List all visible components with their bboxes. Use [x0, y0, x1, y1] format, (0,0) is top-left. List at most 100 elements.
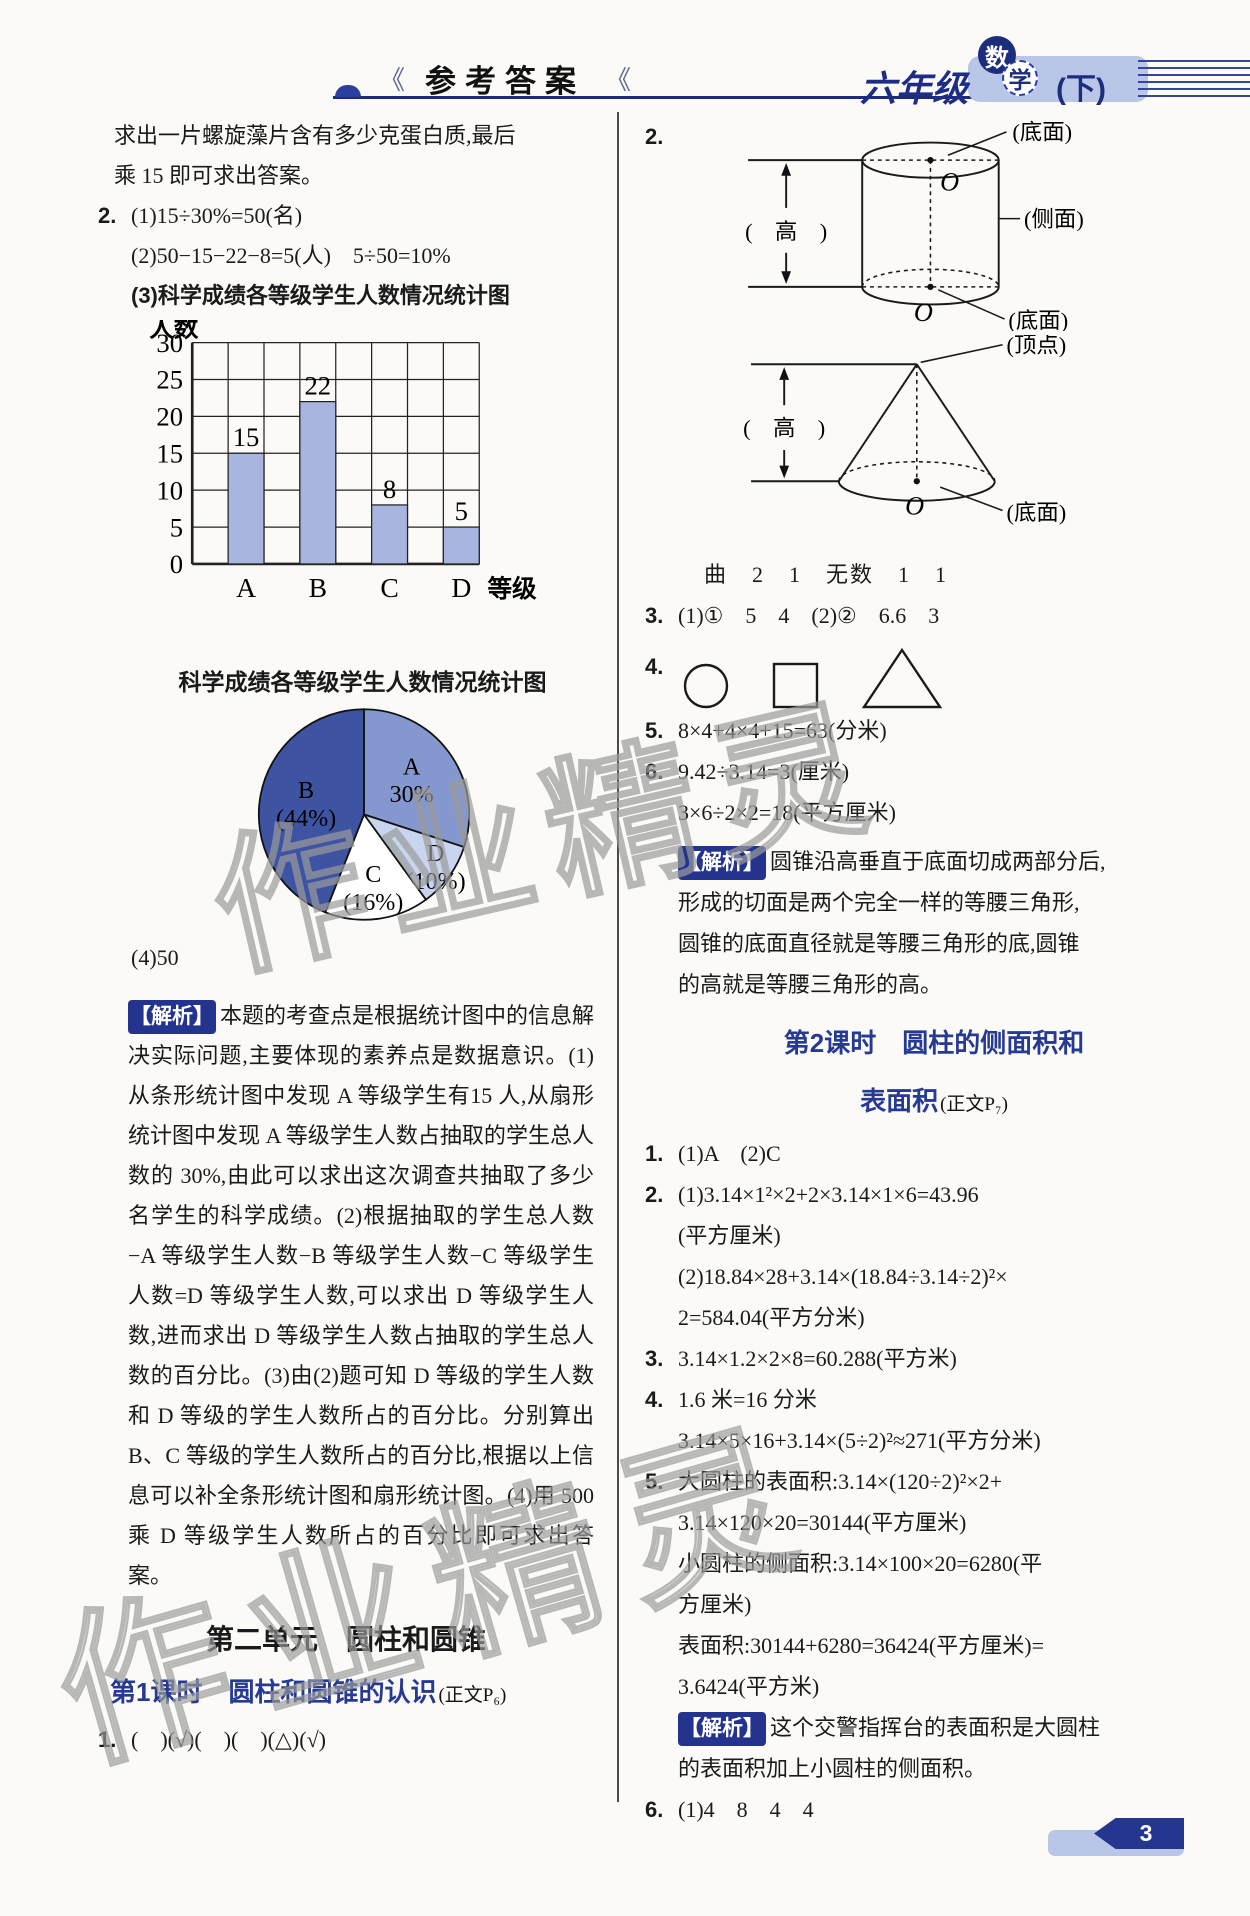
answer-item-2-diagrams: 2. — [645, 116, 1223, 595]
cone-base-label: (底面) — [1007, 500, 1067, 525]
s2-answer-item-1: 1. (1)A (2)C — [645, 1133, 1223, 1174]
analysis-text: 圆锥沿高垂直于底面切成两部分后, 形成的切面是两个完全一样的等腰三角形, 圆锥的… — [678, 849, 1106, 997]
s2-answer-item-6: 6. (1)4 8 4 4 — [645, 1789, 1223, 1830]
svg-text:C: C — [380, 572, 398, 603]
answer-item-2: 2. (1)15÷30%=50(名) (2)50−15−22−8=5(人) 5÷… — [98, 196, 594, 978]
answer-lines: 3.14×1.2×2×8=60.288(平方米) — [678, 1346, 957, 1371]
cone-height-label: ( 高 ) — [743, 415, 825, 440]
cone-diagram: ( 高 ) (顶点) (底面) O — [743, 335, 1067, 525]
answer-item-3: 3. (1)① 5 4 (2)② 6.6 3 — [645, 595, 1223, 636]
svg-text:20: 20 — [156, 402, 183, 432]
pie-slice-A — [363, 708, 471, 849]
answer-item-5: 5. 8×4+4×4+15=63(分米) — [645, 710, 1223, 751]
item-number: 6. — [645, 759, 664, 784]
lesson1-textbook-ref: (正文P₆) — [438, 1685, 507, 1706]
arrow-down-icon — [779, 465, 790, 479]
analysis-label: 【解析】 — [128, 1000, 216, 1034]
bar-D — [442, 526, 480, 565]
answer-lines: (1)15÷30%=50(名) (2)50−15−22−8=5(人) 5÷50=… — [131, 203, 451, 268]
page-header: 《 参考答案 《 — [350, 56, 660, 101]
item-number: 2. — [98, 203, 117, 228]
bar-chart-caption: (3)科学成绩各等级学生人数情况统计图 — [131, 283, 510, 308]
item-number: 2. — [645, 124, 664, 149]
page-title: 参考答案 — [425, 64, 585, 99]
item-number: 1. — [645, 1141, 664, 1166]
answer-item-6: 6. 9.42÷3.14=3(厘米) 3×6÷2×2=18(平方厘米) — [645, 751, 1223, 833]
analysis-label: 【解析】 — [678, 846, 766, 880]
header-line-bump-decoration — [335, 85, 361, 97]
analysis-block-2: 【解析】 圆锥沿高垂直于底面切成两部分后, 形成的切面是两个完全一样的等腰三角形,… — [678, 841, 1223, 1005]
answer-line-4: (4)50 — [131, 945, 179, 970]
item-number: 6. — [645, 1797, 664, 1822]
pie-slice-B — [257, 708, 365, 914]
svg-text:A30%: A 30% — [390, 755, 434, 809]
lesson1-q1: 1. ( )(√)( )( )(△)(√) — [98, 1720, 594, 1760]
pinstripes-decoration — [1138, 60, 1250, 100]
item-number: 3. — [645, 603, 664, 628]
cylinder-bottom-base-label: (底面) — [1008, 308, 1068, 331]
svg-text:D: D — [451, 572, 471, 603]
unit-header: 第二单元 圆柱和圆锥 — [205, 1624, 486, 1655]
answer-lines: 1.6 米=16 分米 3.14×5×16+3.14×(5÷2)²≈271(平方… — [678, 1387, 1041, 1453]
answer-lines: (1)4 8 4 4 — [678, 1797, 814, 1822]
cylinder-top-base-label: (底面) — [1012, 120, 1072, 145]
cone-apex-label: (顶点) — [1007, 335, 1067, 358]
arrow-up-icon — [781, 163, 792, 176]
lesson2-header: 第2课时 圆柱的侧面积和 表面积 (正文P₇) — [645, 1015, 1223, 1133]
right-column: 2. — [645, 116, 1223, 1830]
svg-text:5: 5 — [170, 512, 183, 542]
subject-badge-xue: 学 — [1002, 60, 1038, 96]
item-number: 1. — [98, 1727, 117, 1752]
page-number: 3 — [1139, 1820, 1153, 1846]
svg-text:C(16%): C (16%) — [343, 862, 403, 916]
header-underline — [333, 85, 1007, 99]
svg-text:A: A — [236, 572, 256, 603]
item-number: 3. — [645, 1346, 664, 1371]
svg-text:D(10%): D (10%) — [405, 841, 465, 895]
bar-C — [371, 504, 409, 565]
item-number: 5. — [645, 1469, 664, 1494]
analysis-text: 本题的考查点是根据统计图中的信息解决实际问题,主要体现的素养点是数据意识。(1)… — [128, 1003, 595, 1588]
svg-text:22: 22 — [304, 370, 331, 400]
lesson2-title-line1: 第2课时 圆柱的侧面积和 — [783, 1028, 1085, 1058]
check-answers: ( )(√)( )( )(△)(√) — [131, 1727, 326, 1752]
fill-in-answers: 曲 2 1 无数 1 1 — [704, 562, 949, 587]
svg-text:5: 5 — [455, 496, 468, 526]
answer-lines: 大圆柱的表面积:3.14×(120÷2)²×2+ 3.14×120×20=301… — [678, 1469, 1044, 1699]
lesson2-title-line2: 表面积 — [860, 1086, 939, 1116]
answer-lines: (1)3.14×1²×2+2×3.14×1×6=43.96 (平方厘米) (2)… — [678, 1182, 1008, 1330]
svg-text:B(44%): B (44%) — [276, 778, 336, 832]
carryover-answer-text: 求出一片螺旋藻片含有多少克蛋白质,最后 乘 15 即可求出答案。 — [114, 123, 516, 188]
pie-chart: A 30% D (10%)C (16%)B (44%) — [257, 708, 471, 921]
svg-text:B: B — [309, 572, 327, 603]
chevron-left-decoration: 《 — [378, 65, 405, 95]
arrow-up-icon — [779, 367, 790, 380]
bottom-center-dot — [927, 283, 934, 290]
cross-section-shapes — [683, 647, 943, 709]
item-number: 2. — [645, 1182, 664, 1207]
cylinder-side-label: (侧面) — [1024, 206, 1084, 231]
s2-answer-item-2: 2. (1)3.14×1²×2+2×3.14×1×6=43.96 (平方厘米) … — [645, 1174, 1223, 1338]
lesson1-header: 第1课时 圆柱和圆锥的认识 (正文P₆) — [110, 1668, 594, 1720]
arrow-down-icon — [781, 271, 792, 284]
cylinder-diagram: ( 高 ) (底面) (侧面) (底面) O O — [745, 120, 1084, 331]
s2-answer-item-3: 3. 3.14×1.2×2×8=60.288(平方米) — [645, 1338, 1223, 1379]
analysis-block-1: 【解析】 本题的考查点是根据统计图中的信息解决实际问题,主要体现的素养点是数据意识… — [128, 996, 594, 1596]
bar-B — [299, 400, 337, 565]
lesson1-title: 第1课时 圆柱和圆锥的认识 — [110, 1677, 437, 1707]
circle-shape — [683, 663, 729, 709]
svg-text:等级: 等级 — [487, 574, 537, 603]
answer-lines: 8×4+4×4+15=63(分米) — [678, 718, 887, 743]
square-shape — [772, 662, 819, 709]
lesson2-textbook-ref: (正文P₇) — [940, 1094, 1008, 1115]
item-number: 5. — [645, 718, 664, 743]
bar-A — [227, 452, 265, 565]
cone-base-center-letter: O — [905, 491, 924, 520]
s2-answer-item-5: 5. 大圆柱的表面积:3.14×(120÷2)²×2+ 3.14×120×20=… — [645, 1461, 1223, 1707]
svg-text:15: 15 — [233, 422, 260, 452]
analysis-label: 【解析】 — [678, 1712, 766, 1746]
left-column: 求出一片螺旋藻片含有多少克蛋白质,最后 乘 15 即可求出答案。 2. (1)1… — [98, 116, 594, 1760]
svg-text:10: 10 — [156, 475, 183, 505]
